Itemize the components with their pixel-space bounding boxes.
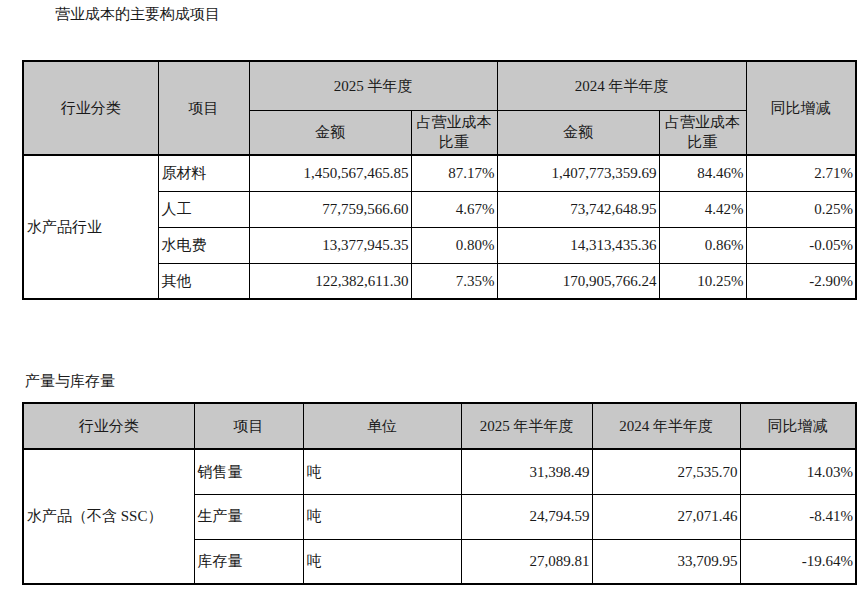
yoy-cell: -0.05% xyxy=(746,227,856,263)
yoy-cell: -8.41% xyxy=(740,494,856,539)
amount-2024-cell: 1,407,773,359.69 xyxy=(497,155,659,191)
item-cell: 销售量 xyxy=(194,449,303,494)
column-header-industry: 行业分类 xyxy=(23,61,158,155)
ratio-2025-cell: 0.80% xyxy=(411,227,497,263)
value-2024-cell: 27,535.70 xyxy=(592,449,740,494)
ratio-2024-cell: 84.46% xyxy=(659,155,746,191)
section-title-operating-cost: 营业成本的主要构成项目 xyxy=(55,5,220,24)
table-row: 水产品（不含 SSC） 销售量 吨 31,398.49 27,535.70 14… xyxy=(23,449,856,494)
operating-cost-table: 行业分类 项目 2025 半年度 2024 年半年度 同比增减 金额 占营业成本… xyxy=(22,60,857,300)
amount-2024-cell: 170,905,766.24 xyxy=(497,263,659,299)
amount-2024-cell: 73,742,648.95 xyxy=(497,191,659,227)
amount-2025-cell: 1,450,567,465.85 xyxy=(249,155,411,191)
item-cell: 水电费 xyxy=(158,227,249,263)
unit-cell: 吨 xyxy=(303,494,461,539)
column-header-cost-ratio-2024: 占营业成本比重 xyxy=(659,110,746,155)
ratio-2025-cell: 4.67% xyxy=(411,191,497,227)
ratio-2024-cell: 10.25% xyxy=(659,263,746,299)
ratio-2025-cell: 7.35% xyxy=(411,263,497,299)
industry-cell: 水产品行业 xyxy=(23,155,158,299)
amount-2025-cell: 77,759,566.60 xyxy=(249,191,411,227)
value-2025-cell: 31,398.49 xyxy=(461,449,592,494)
unit-cell: 吨 xyxy=(303,449,461,494)
item-cell: 原材料 xyxy=(158,155,249,191)
ratio-2025-cell: 87.17% xyxy=(411,155,497,191)
item-cell: 库存量 xyxy=(194,539,303,584)
yoy-cell: -19.64% xyxy=(740,539,856,584)
item-cell: 其他 xyxy=(158,263,249,299)
column-header-period-2024: 2024 年半年度 xyxy=(592,403,740,449)
column-header-amount-2024: 金额 xyxy=(497,110,659,155)
yoy-cell: 2.71% xyxy=(746,155,856,191)
column-header-unit: 单位 xyxy=(303,403,461,449)
column-header-period-2025: 2025 半年度 xyxy=(249,61,497,110)
column-header-yoy: 同比增减 xyxy=(746,61,856,155)
column-header-cost-ratio-2025: 占营业成本比重 xyxy=(411,110,497,155)
section-title-production-inventory: 产量与库存量 xyxy=(25,372,115,391)
ratio-2024-cell: 0.86% xyxy=(659,227,746,263)
amount-2025-cell: 13,377,945.35 xyxy=(249,227,411,263)
column-header-period-2025: 2025 年半年度 xyxy=(461,403,592,449)
amount-2025-cell: 122,382,611.30 xyxy=(249,263,411,299)
unit-cell: 吨 xyxy=(303,539,461,584)
yoy-cell: 14.03% xyxy=(740,449,856,494)
column-header-amount-2025: 金额 xyxy=(249,110,411,155)
industry-cell: 水产品（不含 SSC） xyxy=(23,449,194,584)
column-header-item: 项目 xyxy=(194,403,303,449)
column-header-item: 项目 xyxy=(158,61,249,155)
column-header-period-2024: 2024 年半年度 xyxy=(497,61,746,110)
column-header-industry: 行业分类 xyxy=(23,403,194,449)
yoy-cell: -2.90% xyxy=(746,263,856,299)
value-2024-cell: 33,709.95 xyxy=(592,539,740,584)
value-2024-cell: 27,071.46 xyxy=(592,494,740,539)
amount-2024-cell: 14,313,435.36 xyxy=(497,227,659,263)
value-2025-cell: 24,794.59 xyxy=(461,494,592,539)
table-row: 水产品行业 原材料 1,450,567,465.85 87.17% 1,407,… xyxy=(23,155,856,191)
value-2025-cell: 27,089.81 xyxy=(461,539,592,584)
item-cell: 人工 xyxy=(158,191,249,227)
ratio-2024-cell: 4.42% xyxy=(659,191,746,227)
production-inventory-table: 行业分类 项目 单位 2025 年半年度 2024 年半年度 同比增减 水产品（… xyxy=(22,402,857,585)
column-header-yoy: 同比增减 xyxy=(740,403,856,449)
yoy-cell: 0.25% xyxy=(746,191,856,227)
item-cell: 生产量 xyxy=(194,494,303,539)
